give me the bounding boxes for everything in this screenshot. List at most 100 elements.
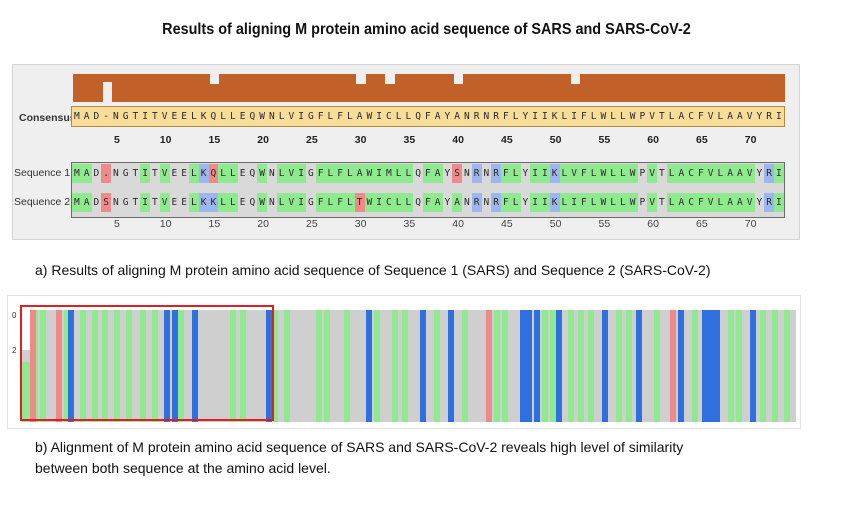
residue: L xyxy=(405,111,412,122)
similarity-stripe xyxy=(68,310,74,422)
identity-bar xyxy=(190,74,201,102)
similarity-stripe xyxy=(556,310,562,422)
residue: Y xyxy=(444,197,451,208)
residue: F xyxy=(423,193,433,212)
residue: W xyxy=(600,111,607,122)
similarity-stripe xyxy=(30,310,36,422)
similarity-stripe xyxy=(750,310,756,422)
similarity-stripe xyxy=(736,310,742,422)
similarity-stripe xyxy=(626,310,632,422)
identity-bar xyxy=(209,84,220,102)
residue: N xyxy=(483,111,490,122)
residue: L xyxy=(276,193,287,212)
similarity-stripe xyxy=(164,310,170,422)
residue: V xyxy=(569,164,579,183)
residue: I xyxy=(298,111,304,122)
residue: K xyxy=(200,111,207,122)
tick-label: 55 xyxy=(598,134,611,146)
similarity-stripe xyxy=(550,310,556,422)
identity-bar xyxy=(560,74,571,102)
residue: N xyxy=(269,168,275,179)
residue: N xyxy=(464,168,470,179)
residue: K xyxy=(549,193,560,212)
residue: L xyxy=(588,164,599,183)
residue: L xyxy=(276,164,287,183)
similarity-stripe xyxy=(64,310,70,422)
residue: L xyxy=(403,193,414,212)
sequence-2-label: Sequence 2 xyxy=(14,196,71,208)
similarity-stripe xyxy=(178,310,184,422)
residue: R xyxy=(764,164,774,183)
similarity-stripe xyxy=(402,310,408,422)
residue: A xyxy=(735,164,745,183)
residue: A xyxy=(735,193,745,212)
similarity-stripe xyxy=(462,310,468,422)
similarity-stripe xyxy=(588,310,594,422)
residue: F xyxy=(696,164,706,183)
residue: E xyxy=(171,111,178,122)
similarity-stripe xyxy=(636,310,642,422)
tick-label: 30 xyxy=(354,218,367,230)
identity-bar xyxy=(287,74,298,102)
tick-label: 20 xyxy=(257,218,269,230)
residue: Y xyxy=(522,168,529,179)
residue: F xyxy=(501,164,511,183)
residue: I xyxy=(540,164,550,183)
residue: A xyxy=(432,193,443,212)
residue: A xyxy=(676,193,687,212)
identity-bar xyxy=(443,74,454,102)
residue: E xyxy=(171,197,178,208)
residue: N xyxy=(483,197,490,208)
identity-bar xyxy=(258,74,269,102)
similarity-stripe xyxy=(486,310,492,422)
residue: I xyxy=(774,164,784,183)
residue: V xyxy=(705,193,716,212)
residue: I xyxy=(776,111,782,122)
residue: A xyxy=(432,164,443,183)
similarity-stripe xyxy=(126,310,132,422)
identity-bar xyxy=(667,74,678,102)
residue: Q xyxy=(210,111,217,122)
identity-bar xyxy=(755,74,766,102)
residue: P xyxy=(639,168,646,179)
similarity-stripe xyxy=(316,310,322,422)
residue: D xyxy=(93,197,100,208)
residue: K xyxy=(551,111,558,122)
similarity-stripe xyxy=(22,310,30,350)
residue: Y xyxy=(444,168,451,179)
tick-label: 20 xyxy=(257,134,269,146)
identity-bar xyxy=(92,74,103,102)
residue: C xyxy=(686,193,696,212)
residue: L xyxy=(189,164,199,183)
residue: E xyxy=(171,168,178,179)
identity-bar xyxy=(453,84,464,102)
residue: V xyxy=(286,193,297,212)
tick-label: 25 xyxy=(306,218,318,230)
similarity-stripe xyxy=(240,310,246,422)
residue: V xyxy=(705,164,716,183)
caption-b-line2: between both sequence at the amino acid … xyxy=(35,460,331,476)
residue: F xyxy=(579,164,589,183)
residue: G xyxy=(122,111,129,122)
residue: T xyxy=(132,197,139,208)
tick-label: 55 xyxy=(598,218,611,230)
identity-bar xyxy=(248,74,259,102)
similarity-stripe xyxy=(92,310,98,422)
residue: L xyxy=(666,164,677,183)
similarity-stripe xyxy=(344,310,350,422)
residue: R xyxy=(491,193,501,212)
residue: L xyxy=(395,111,402,122)
identity-bar xyxy=(433,74,444,102)
similarity-stripe xyxy=(448,310,454,422)
residue: R xyxy=(766,111,772,122)
residue: L xyxy=(715,193,726,212)
residue: F xyxy=(501,193,511,212)
similarity-stripe xyxy=(520,310,526,422)
identity-bar xyxy=(131,74,142,102)
similarity-stripe xyxy=(374,310,380,422)
residue: L xyxy=(618,164,628,183)
residue: Y xyxy=(756,197,763,208)
residue: V xyxy=(744,193,755,212)
residue: E xyxy=(181,168,187,179)
